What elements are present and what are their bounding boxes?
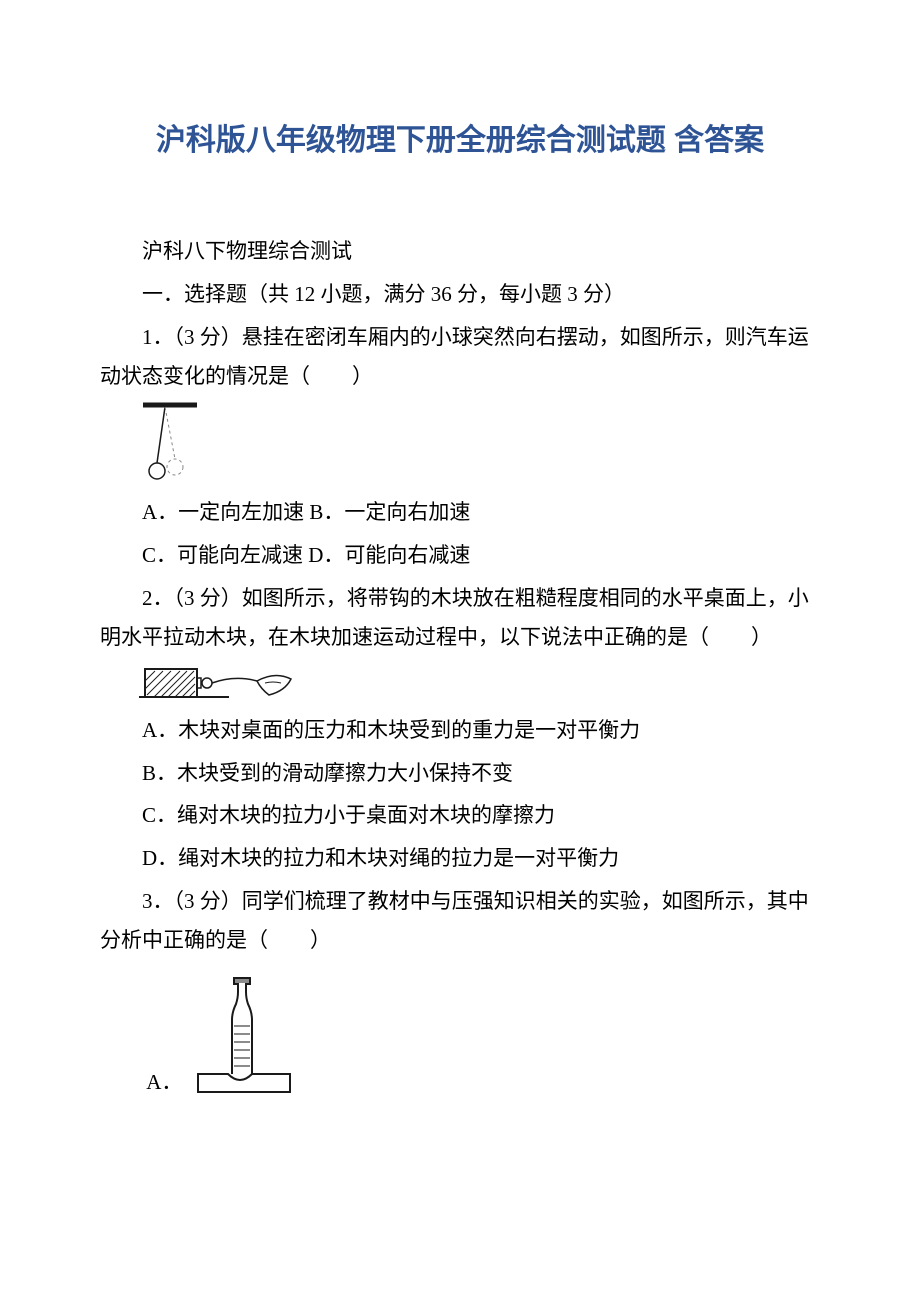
subtitle: 沪科八下物理综合测试 xyxy=(100,232,820,271)
document-page: 沪科版八年级物理下册全册综合测试题 含答案 沪科八下物理综合测试 一．选择题（共… xyxy=(0,0,920,1156)
section-heading: 一．选择题（共 12 小题，满分 36 分，每小题 3 分） xyxy=(100,275,820,314)
q2-option-a: A．木块对桌面的压力和木块受到的重力是一对平衡力 xyxy=(100,711,820,750)
q2-stem: 2．（3 分）如图所示，将带钩的木块放在粗糙程度相同的水平桌面上，小明水平拉动木… xyxy=(100,579,820,657)
pendulum-icon xyxy=(135,399,205,489)
bottle-sponge-icon xyxy=(188,966,298,1096)
q1-options-row2: C．可能向左减速 D．可能向右减速 xyxy=(100,536,820,575)
document-title: 沪科版八年级物理下册全册综合测试题 含答案 xyxy=(100,120,820,162)
q1-option-b: B．一定向右加速 xyxy=(309,500,470,524)
q3-stem: 3．（3 分）同学们梳理了教材中与压强知识相关的实验，如图所示，其中分析中正确的… xyxy=(100,882,820,960)
q1-stem: 1．（3 分）悬挂在密闭车厢内的小球突然向右摆动，如图所示，则汽车运动状态变化的… xyxy=(100,318,820,396)
q2-option-d: D．绳对木块的拉力和木块对绳的拉力是一对平衡力 xyxy=(100,839,820,878)
q1-option-a: A．一定向左加速 xyxy=(142,500,309,524)
q3-option-a: A． xyxy=(146,966,820,1096)
q1-option-c: C．可能向左减速 xyxy=(142,543,308,567)
q1-diagram xyxy=(135,399,820,489)
block-pull-icon xyxy=(135,661,305,707)
q2-option-b: B．木块受到的滑动摩擦力大小保持不变 xyxy=(100,754,820,793)
q1-options-row1: A．一定向左加速 B．一定向右加速 xyxy=(100,493,820,532)
q1-option-d: D．可能向右减速 xyxy=(308,543,470,567)
q2-option-c: C．绳对木块的拉力小于桌面对木块的摩擦力 xyxy=(100,796,820,835)
q2-diagram xyxy=(135,661,820,707)
q3-option-a-label: A． xyxy=(146,1066,182,1096)
